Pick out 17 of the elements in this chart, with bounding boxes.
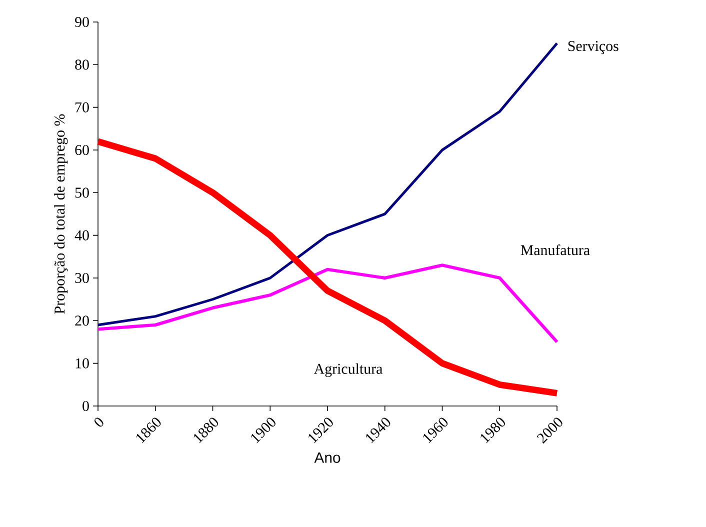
series-label: Serviços xyxy=(568,41,618,54)
x-axis-title: Ano xyxy=(314,452,340,463)
y-axis-title: Proporção do total de emprego % xyxy=(54,114,68,314)
y-tick-label: 60 xyxy=(75,144,89,156)
text: Agricultura xyxy=(314,363,382,377)
y-tick-label: 20 xyxy=(75,316,89,326)
y-tick-label: 0 xyxy=(82,400,89,412)
y-tick-label: 50 xyxy=(75,188,89,198)
y-tick-label: 30 xyxy=(75,272,89,284)
y-tick-label: 40 xyxy=(74,230,89,240)
line-series xyxy=(96,264,559,344)
text: Manufatura xyxy=(520,244,590,256)
y-tick-label: 80 xyxy=(75,60,89,70)
y-tick-label: 10 xyxy=(76,358,89,368)
y-tick-label: 70 xyxy=(76,102,89,112)
y-tick-label: 90 xyxy=(75,16,89,28)
x-tick-label: 0 xyxy=(94,418,104,427)
